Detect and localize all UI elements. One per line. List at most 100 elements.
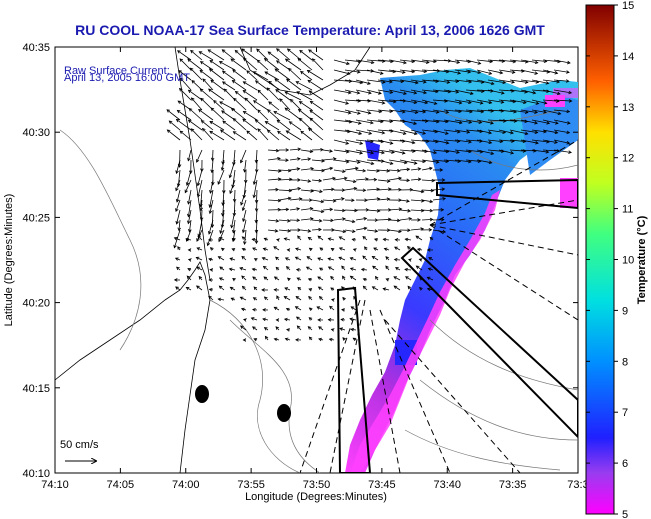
current-vector: [344, 219, 355, 223]
current-vector: [253, 71, 269, 81]
current-note-line1: Raw Surface Current:: [64, 65, 170, 77]
current-vector: [175, 286, 181, 291]
current-vector: [498, 139, 515, 142]
current-vector: [289, 188, 301, 191]
current-vector: [476, 119, 494, 124]
current-vector: [377, 109, 393, 112]
current-vector: [362, 236, 368, 241]
current-vector: [284, 318, 291, 321]
current-vector: [531, 109, 547, 113]
current-vector: [289, 121, 302, 131]
current-vector: [498, 59, 516, 63]
current-vector: [176, 119, 192, 131]
current-vector: [432, 188, 445, 191]
current-vector: [454, 59, 471, 63]
current-vector: [388, 59, 407, 64]
current-vector: [476, 109, 494, 112]
current-vector: [290, 99, 302, 111]
current-vector: [311, 159, 325, 162]
current-vector: [410, 189, 424, 193]
current-vector: [410, 149, 428, 152]
current-vector: [366, 169, 380, 172]
current-vector: [377, 169, 390, 172]
x-tick-label: 73:3: [567, 479, 588, 491]
current-vector: [278, 189, 292, 192]
current-vector: [220, 219, 225, 234]
current-vector: [421, 129, 438, 133]
current-vector: [284, 107, 302, 121]
current-vector: [553, 59, 571, 64]
current-vector: [241, 48, 258, 61]
current-vector: [454, 139, 472, 143]
current-vector: [355, 109, 371, 114]
current-vector: [255, 229, 258, 244]
current-vector: [443, 139, 460, 142]
current-vector: [377, 218, 391, 221]
current-vector: [208, 88, 225, 101]
current-vector: [416, 265, 423, 271]
current-vector: [202, 78, 214, 91]
current-vector: [309, 90, 324, 101]
current-vector: [432, 99, 448, 102]
current-vector: [333, 119, 352, 123]
current-vector: [240, 296, 247, 301]
current-vector: [531, 89, 550, 92]
current-vector: [388, 229, 402, 233]
current-vector: [476, 159, 492, 164]
current-vector: [278, 197, 291, 201]
colorbar-tick-label: 5: [622, 509, 628, 519]
current-vector: [377, 69, 396, 73]
current-vector: [264, 71, 280, 81]
current-vector: [509, 129, 528, 135]
current-vector: [542, 79, 560, 83]
current-vector: [196, 247, 203, 251]
current-vector: [410, 168, 421, 171]
colorbar-tick-label: 13: [622, 102, 634, 114]
current-vector: [295, 248, 302, 251]
current-vector: [317, 235, 324, 241]
current-vector: [553, 109, 570, 113]
current-vector: [274, 306, 280, 311]
current-vector: [297, 58, 313, 71]
current-vector: [432, 89, 451, 93]
current-vector: [399, 89, 417, 94]
current-vector: [300, 179, 311, 182]
current-vector: [344, 99, 361, 102]
current-vector: [208, 296, 214, 301]
current-vector: [553, 149, 572, 153]
current-vector: [421, 159, 439, 163]
current-vector: [176, 209, 181, 224]
current-vector: [177, 110, 192, 121]
current-vector: [333, 69, 351, 75]
current-vector: [267, 178, 281, 181]
current-vector: [372, 256, 379, 261]
current-vector: [377, 89, 393, 93]
current-vector: [399, 149, 416, 152]
current-vector: [432, 129, 449, 135]
current-vector: [278, 178, 292, 181]
current-vector: [421, 59, 437, 63]
current-vector: [344, 187, 357, 191]
current-vector: [209, 179, 214, 194]
current-vector: [520, 119, 538, 124]
current-vector: [476, 139, 492, 144]
current-vector: [257, 59, 269, 71]
current-vector: [410, 199, 424, 202]
current-vector: [487, 89, 505, 94]
current-vector: [296, 91, 313, 101]
current-vector: [350, 306, 357, 311]
current-vector: [278, 219, 291, 222]
current-vector: [276, 60, 291, 71]
current-vector: [242, 118, 258, 131]
colorbar-ticks: 15 14 13 12 11 10 9 8 7 6 5: [586, 0, 634, 519]
current-vector: [300, 130, 313, 141]
current-vector: [278, 169, 291, 172]
current-vector: [289, 158, 301, 161]
current-vector: [180, 78, 192, 91]
current-vector: [296, 316, 302, 321]
x-axis: 74:10 74:05 74:00 73:55 73:50 73:45 73:40 73:35…: [41, 47, 589, 491]
current-vector: [277, 131, 291, 141]
current-vector: [355, 119, 374, 124]
current-vector: [465, 89, 484, 92]
